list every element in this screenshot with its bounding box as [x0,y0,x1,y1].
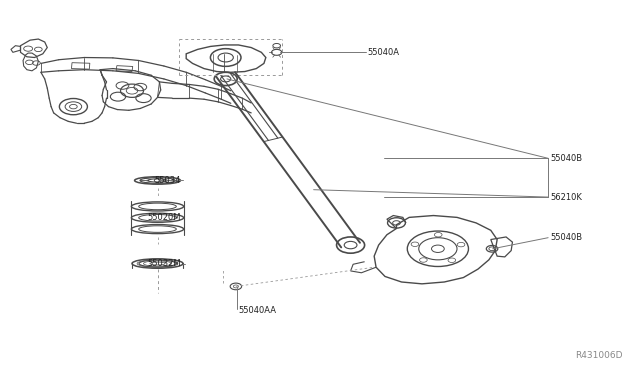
Text: 55040B: 55040B [550,233,583,242]
Text: 56210K: 56210K [550,193,582,202]
Bar [116,65,132,71]
Bar [72,63,90,69]
Text: 55040AA: 55040AA [239,306,276,315]
Text: R431006D: R431006D [575,351,623,360]
Text: 55020M: 55020M [148,213,181,222]
Text: 55040A: 55040A [368,48,400,57]
Text: 55040B: 55040B [550,154,583,163]
Text: 55032M: 55032M [147,259,181,268]
Text: 55034: 55034 [155,176,181,185]
